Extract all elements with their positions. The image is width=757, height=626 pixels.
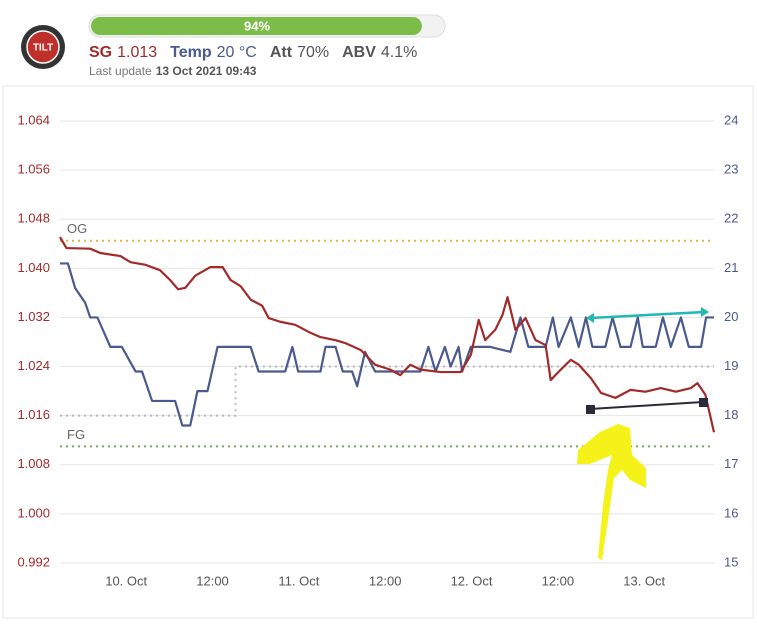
x-tick-label: 12. Oct (451, 573, 493, 588)
y-tick-label: 1.032 (17, 309, 50, 324)
y-tick-label: 1.016 (17, 407, 50, 422)
reading-name: Temp (170, 44, 212, 61)
reading-value: 1.013 (117, 44, 157, 61)
reading-name: SG (89, 44, 112, 61)
annotation-head (586, 313, 594, 323)
reference-label: FG (67, 427, 85, 442)
y-tick-label: 1.000 (17, 505, 50, 520)
y-tick-label: 1.056 (17, 162, 50, 177)
last-update: 13 Oct 2021 09:43 (156, 64, 257, 78)
x-tick-label: 11. Oct (278, 573, 319, 588)
last-update-label: Last update (89, 64, 152, 78)
logo-center (26, 30, 60, 64)
y2-tick-label: 22 (724, 211, 738, 226)
x-tick-label: 10. Oct (105, 573, 147, 588)
annotation-handle (699, 398, 708, 407)
reference-label: OG (67, 221, 87, 236)
chart-card (2, 85, 754, 619)
temp-target-line (60, 365, 714, 417)
x-tick-label: 13. Oct (623, 573, 665, 588)
annotation-line (589, 401, 704, 410)
y-tick-label: 1.048 (17, 211, 50, 226)
y2-tick-label: 19 (724, 358, 738, 373)
y2-tick-label: 17 (724, 456, 738, 471)
reading-value: 70% (297, 44, 329, 61)
y2-tick-label: 20 (724, 309, 738, 324)
sg-line (59, 236, 716, 433)
y2-tick-label: 24 (724, 112, 738, 127)
y-tick-label: 1.008 (17, 456, 50, 471)
y-tick-label: 1.040 (17, 260, 50, 275)
y2-tick-label: 21 (724, 260, 738, 275)
y2-tick-label: 15 (724, 554, 738, 569)
annotation-line (589, 310, 706, 320)
logo-text: TILT (33, 43, 53, 54)
annotations (577, 307, 709, 560)
temp-line (60, 262, 714, 427)
readings: SG 1.013 Temp 20 °C Att 70% ABV 4.1% (89, 44, 417, 61)
annotation-head (701, 307, 709, 317)
y-tick-label: 1.024 (17, 358, 50, 373)
progress-fill (91, 17, 422, 35)
reading-name: ABV (342, 44, 376, 61)
y2-tick-label: 18 (724, 407, 738, 422)
logo: TILT (21, 25, 65, 69)
x-tick-label: 12:00 (196, 573, 229, 588)
reading-value: 4.1% (381, 44, 417, 61)
progress: 94% (91, 17, 422, 35)
y-tick-label: 0.992 (17, 554, 50, 569)
y-tick-label: 1.064 (17, 112, 50, 127)
reading-name: Att (270, 44, 293, 61)
y2-tick-label: 16 (724, 505, 738, 520)
x-tick-label: 12:00 (369, 573, 402, 588)
x-tick-label: 12:00 (542, 573, 575, 588)
progress-label: 94% (244, 18, 270, 33)
arrow-annotation (577, 424, 646, 560)
reading-value: 20 °C (217, 44, 257, 61)
plot: 0.992 1.000 1.008 1.016 1.024 1.032 1.040 1.048… (17, 112, 738, 588)
y2-tick-label: 23 (724, 162, 738, 177)
annotation-handle (586, 405, 595, 414)
